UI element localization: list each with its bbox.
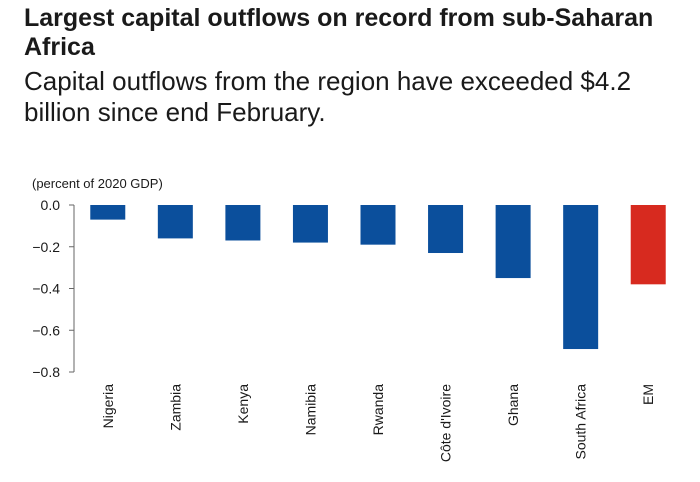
y-tick-label: −0.8	[32, 364, 60, 380]
x-tick-label: Nigeria	[100, 384, 116, 429]
chart-subtitle: Capital outflows from the region have ex…	[24, 66, 632, 127]
x-tick-label: South Africa	[573, 384, 589, 460]
x-tick-label: Zambia	[167, 384, 183, 431]
bar-ghana	[495, 205, 531, 279]
bar-kenya	[225, 205, 261, 241]
y-tick-label: −0.4	[32, 281, 60, 297]
chart-title: Largest capital outflows on record from …	[24, 4, 654, 61]
x-axis-labels: Nigeria Zambia Kenya Namibia Rwanda Côte d'Iv…	[100, 384, 656, 462]
bar-south-africa	[563, 205, 599, 350]
bars-group	[90, 205, 666, 350]
y-tick-label: −0.6	[32, 322, 60, 338]
bar-nigeria	[90, 205, 126, 220]
x-tick-label: Namibia	[302, 384, 318, 436]
x-tick-label: EM	[640, 384, 656, 405]
x-tick-label: Côte d'Ivoire	[438, 384, 454, 462]
y-tick-label: −0.2	[32, 239, 60, 255]
y-axis: 0.0 −0.2 −0.4 −0.6 −0.8	[32, 197, 74, 380]
bar-c-te-d-ivoire	[428, 205, 464, 254]
x-tick-label: Rwanda	[370, 384, 386, 436]
bar-zambia	[157, 205, 193, 239]
bar-namibia	[292, 205, 328, 243]
x-tick-label: Kenya	[235, 384, 251, 424]
y-axis-unit-label: (percent of 2020 GDP)	[32, 176, 163, 191]
bar-em	[630, 205, 666, 285]
x-tick-label: Ghana	[505, 384, 521, 426]
bar-rwanda	[360, 205, 396, 245]
y-tick-label: 0.0	[41, 197, 61, 213]
